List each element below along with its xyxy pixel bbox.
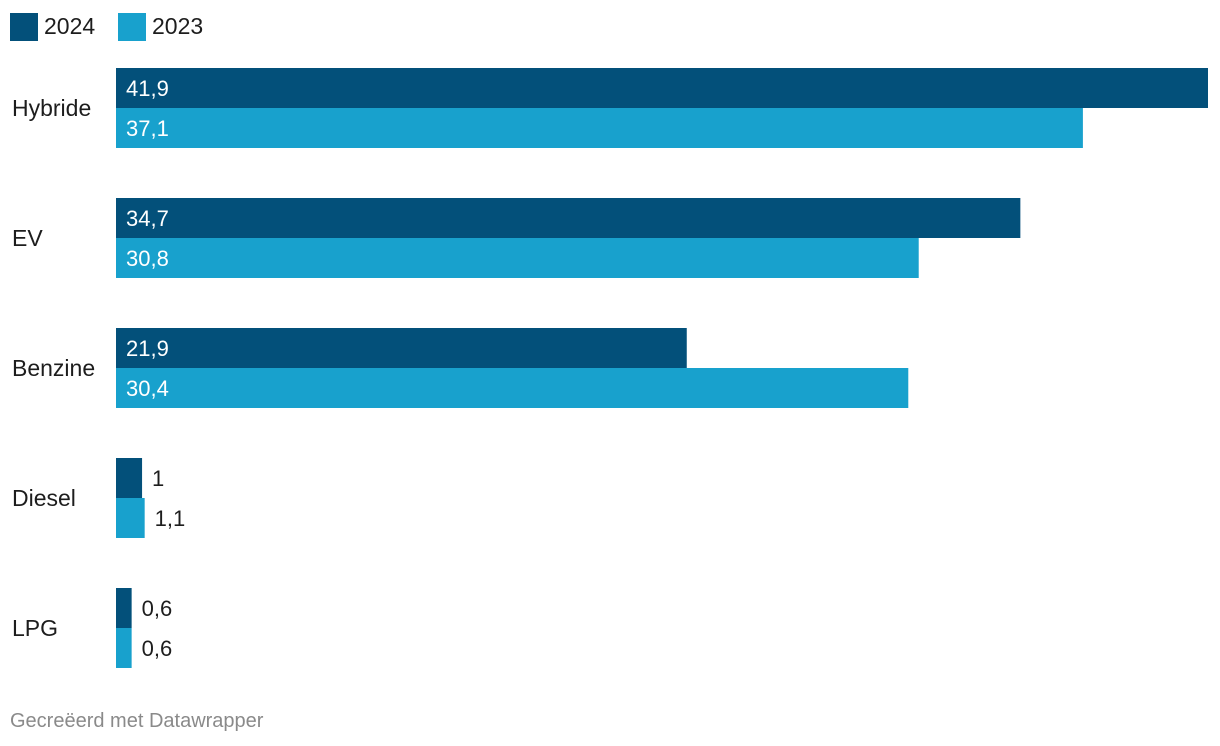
category-label-lpg: LPG [12,615,58,641]
legend-label-2023: 2023 [152,13,203,39]
value-label-benzine-2023: 30,4 [126,376,169,401]
legend-swatch-2024 [10,13,38,41]
value-labels: 41,9 37,1 34,7 30,8 21,9 30,4 1 1,1 0,6 0,6 [126,76,185,661]
value-label-ev-2024: 34,7 [126,206,169,231]
bar-benzine-2024 [116,328,687,368]
legend-label-2024: 2024 [44,13,95,39]
bar-diesel-2023 [116,498,145,538]
footer-credit: Gecreëerd met Datawrapper [10,710,264,732]
legend-swatch-2023 [118,13,146,41]
category-label-diesel: Diesel [12,485,76,511]
bar-diesel-2024 [116,458,143,498]
category-label-hybride: Hybride [12,95,91,121]
bar-ev-2024 [116,198,1021,238]
category-label-ev: EV [12,225,43,251]
value-label-ev-2023: 30,8 [126,246,169,271]
bar-benzine-2023 [116,368,909,408]
category-labels: Hybride EV Benzine Diesel LPG [12,95,95,641]
bars [116,68,1208,668]
value-label-hybride-2024: 41,9 [126,76,169,101]
value-label-diesel-2024: 1 [152,466,164,491]
value-label-benzine-2024: 21,9 [126,336,169,361]
category-label-benzine: Benzine [12,355,95,381]
bar-hybride-2024 [116,68,1208,108]
bar-hybride-2023 [116,108,1083,148]
value-label-lpg-2023: 0,6 [142,636,173,661]
value-label-diesel-2023: 1,1 [155,506,186,531]
value-label-hybride-2023: 37,1 [126,116,169,141]
bar-lpg-2023 [116,628,132,668]
bar-ev-2023 [116,238,919,278]
legend: 2024 2023 [10,13,203,41]
bar-lpg-2024 [116,588,132,628]
value-label-lpg-2024: 0,6 [142,596,173,621]
